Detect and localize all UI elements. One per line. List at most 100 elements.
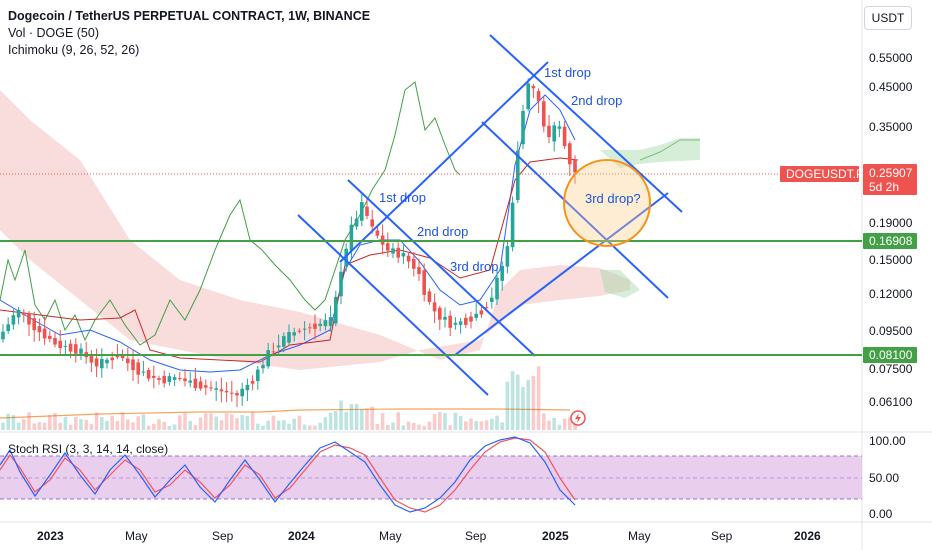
candle [27, 313, 31, 325]
volume-bar [526, 380, 530, 430]
volume-bar [120, 412, 125, 430]
volume-indicator-label[interactable]: Vol · DOGE (50) [8, 26, 99, 40]
volume-bar [484, 420, 489, 430]
candle [240, 388, 244, 397]
candle [271, 351, 276, 353]
candle [276, 345, 281, 348]
candle [53, 337, 57, 345]
volume-bar [417, 424, 421, 430]
time-tick: 2023 [37, 529, 64, 543]
volume-bar [542, 413, 546, 430]
volume-bar [6, 413, 10, 430]
candle [308, 327, 312, 329]
candle [360, 202, 364, 221]
candle [178, 378, 182, 380]
candle [219, 389, 224, 392]
volume-bar [224, 413, 229, 430]
annotation-2nd-drop-b[interactable]: 2nd drop [571, 93, 622, 108]
volume-bar [573, 422, 577, 430]
annotation-1st-drop-a[interactable]: 1st drop [379, 190, 426, 205]
stoch-rsi-label[interactable]: Stoch RSI (3, 3, 14, 14, close) [8, 442, 169, 456]
annotation-3rd-drop-question[interactable]: 3rd drop? [585, 191, 641, 206]
annotation-2nd-drop-a[interactable]: 2nd drop [417, 224, 468, 239]
volume-bar [105, 420, 109, 430]
volume-bar [100, 417, 104, 430]
stoch-axis[interactable]: 100.00 50.00 0.00 [869, 434, 906, 521]
price-axis[interactable]: 0.55000 0.45000 0.35000 0.19000 0.15000 … [869, 51, 913, 409]
time-tick: 2024 [288, 529, 315, 543]
volume-bar [510, 371, 515, 430]
descending-channel-2[interactable] [481, 34, 683, 299]
level-label-008100[interactable]: 0.08100 [863, 347, 917, 363]
candle [245, 384, 250, 391]
descending-channel-1[interactable] [297, 179, 536, 396]
volume-bar [334, 411, 338, 430]
candle [328, 317, 333, 326]
volume-bar [84, 419, 88, 430]
candle [167, 376, 172, 382]
alert-indicator-icon[interactable] [570, 410, 586, 426]
time-axis[interactable]: 2023 May Sep 2024 May Sep 2025 May Sep 2… [37, 529, 821, 543]
candle [334, 296, 338, 324]
candle [120, 355, 125, 359]
candle [214, 388, 218, 390]
volume-bar [365, 408, 369, 430]
volume-bar [370, 406, 374, 430]
third-drop-highlight-circle[interactable] [563, 159, 651, 247]
time-tick: May [379, 529, 402, 543]
level-label-text: 0.08100 [869, 348, 913, 362]
currency-button[interactable]: USDT [864, 6, 912, 30]
symbol-title[interactable]: Dogecoin / TetherUS PERPETUAL CONTRACT, … [8, 9, 371, 23]
ichimoku-leading-span-a [639, 139, 700, 161]
candle [505, 246, 510, 267]
candle [297, 330, 302, 332]
time-tick: 2025 [542, 529, 569, 543]
candle [354, 218, 359, 227]
candle [318, 323, 322, 326]
volume-bar [380, 413, 385, 430]
candle [89, 354, 94, 363]
volume-bar [63, 416, 68, 430]
candle [37, 326, 42, 333]
symbol-price-tag[interactable]: DOGEUSDT.P 0.25907 5d 2h [780, 164, 917, 195]
volume-bar [172, 424, 177, 430]
symbol-tag-price: 0.25907 [869, 166, 913, 180]
volume-bar [188, 420, 192, 430]
candle [386, 243, 390, 251]
level-label-016908[interactable]: 0.16908 [863, 233, 917, 249]
candle [464, 317, 468, 325]
volume-bar [209, 413, 213, 430]
candle [198, 381, 203, 389]
annotation-3rd-drop-a[interactable]: 3rd drop [450, 259, 498, 274]
candle [562, 126, 567, 147]
price-tick: 0.15000 [869, 253, 913, 267]
price-tick: 0.09500 [869, 324, 913, 338]
volume-bar [328, 412, 333, 430]
volume-bar [178, 415, 182, 430]
volume-bar [401, 425, 406, 430]
time-tick: Sep [465, 529, 487, 543]
volume-bar [516, 374, 520, 430]
candle [453, 322, 458, 325]
volume-bar [126, 419, 130, 430]
candle [100, 358, 104, 369]
annotation-1st-drop-b[interactable]: 1st drop [544, 65, 591, 80]
candle [42, 328, 47, 339]
ichimoku-indicator-label[interactable]: Ichimoku (9, 26, 52, 26) [8, 43, 140, 57]
candle [204, 385, 208, 388]
candle [500, 265, 504, 281]
volume-bar [557, 424, 562, 430]
candle [375, 230, 380, 236]
candle [365, 206, 369, 216]
candle [287, 332, 291, 343]
ascending-channel[interactable] [339, 61, 669, 356]
time-tick: May [125, 529, 148, 543]
volume-bar [354, 404, 359, 430]
candle [16, 309, 21, 318]
volume-bar [427, 421, 432, 430]
candle [141, 371, 146, 373]
volume-bar [396, 412, 400, 430]
candle [230, 392, 234, 394]
volume-bar [193, 425, 198, 430]
